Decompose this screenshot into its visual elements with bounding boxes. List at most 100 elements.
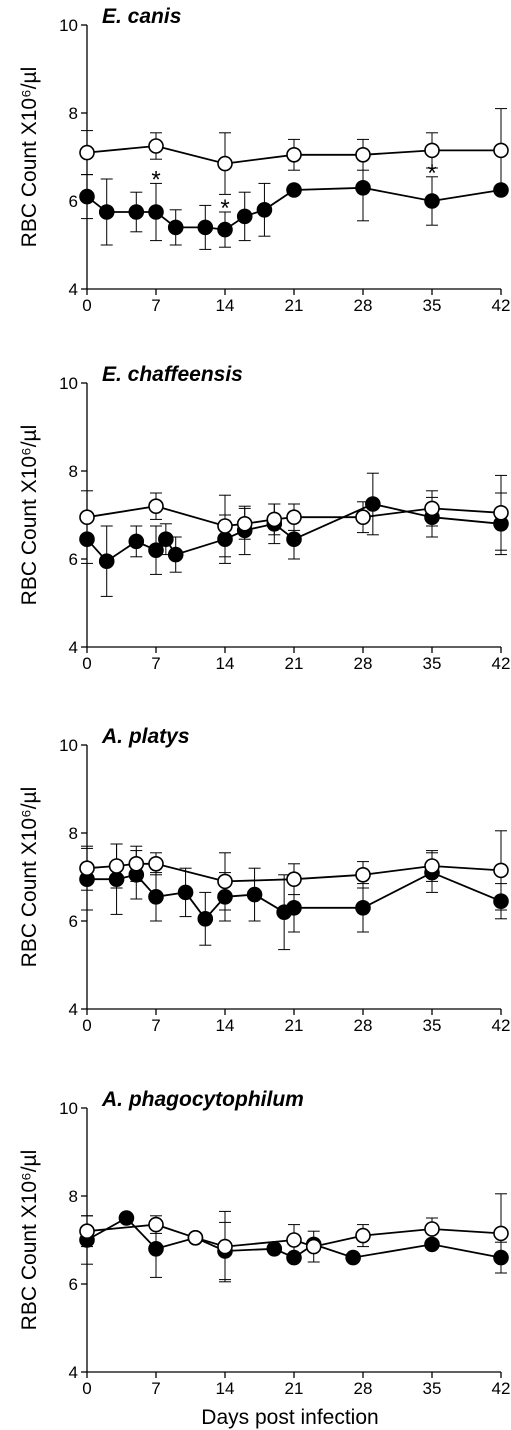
data-point [217, 155, 233, 172]
data-point [118, 1210, 135, 1226]
panel-2: E. chaffeensis 4 6 8 10 0 7 14 21 28 35 42 RBC Count… [18, 363, 510, 673]
y-tick-label: 6 [69, 912, 78, 931]
data-point [128, 204, 145, 220]
data-point [493, 1225, 509, 1242]
x-tick-label: 28 [354, 654, 373, 673]
y-tick-label: 4 [69, 280, 78, 299]
x-tick-label: 7 [151, 654, 160, 673]
y-axis-label: RBC Count X10⁶/µl [18, 787, 41, 968]
data-point [286, 182, 302, 198]
data-point [365, 496, 381, 512]
significance-marker: * [427, 160, 436, 187]
data-point [108, 858, 125, 874]
data-point [355, 147, 371, 163]
data-point [217, 518, 233, 534]
series-open-circle [79, 1193, 509, 1283]
x-tick-label: 28 [354, 1016, 373, 1035]
x-tick-label: 0 [82, 1379, 91, 1398]
data-point [167, 546, 184, 563]
data-point [424, 500, 440, 517]
data-point [493, 862, 509, 879]
panel-3: A. platys 4 6 8 10 0 7 14 21 28 35 42 RBC Count X10⁶… [18, 725, 510, 1035]
data-point [167, 219, 184, 236]
x-tick-label: 0 [82, 296, 91, 315]
data-point [148, 1216, 164, 1233]
data-point [236, 208, 253, 225]
data-point [424, 142, 440, 159]
data-point [79, 144, 95, 161]
data-point [148, 498, 164, 515]
data-point [177, 884, 194, 901]
x-tick-label: 35 [423, 296, 442, 315]
data-point [266, 511, 283, 528]
data-point [217, 1238, 233, 1255]
series-filled-circle [79, 843, 509, 951]
x-tick-label: 14 [216, 1379, 235, 1398]
x-tick-label: 28 [354, 1379, 373, 1398]
y-tick-label: 8 [69, 1187, 78, 1206]
panel-title: E. chaffeensis [102, 363, 243, 386]
x-tick-label: 0 [82, 654, 91, 673]
y-tick-label: 4 [69, 638, 78, 657]
data-point [128, 533, 145, 550]
y-tick-label: 10 [59, 16, 78, 35]
x-tick-label: 42 [492, 296, 511, 315]
x-tick-label: 21 [285, 1016, 304, 1035]
data-point [148, 542, 164, 559]
series-filled-circle [79, 472, 509, 597]
y-tick-label: 8 [69, 824, 78, 843]
y-tick-label: 6 [69, 192, 78, 211]
x-tick-label: 28 [354, 296, 373, 315]
data-point [148, 1241, 164, 1257]
x-tick-label: 42 [492, 654, 511, 673]
x-tick-label: 35 [423, 1016, 442, 1035]
significance-marker: * [220, 195, 229, 222]
data-point [286, 1232, 302, 1248]
x-tick-label: 42 [492, 1016, 511, 1035]
data-point [148, 888, 164, 905]
x-tick-label: 21 [285, 1379, 304, 1398]
data-point [424, 1221, 440, 1237]
y-axis-label: RBC Count X10⁶/µl [18, 425, 41, 606]
x-tick-label: 14 [216, 296, 235, 315]
data-point [256, 202, 273, 218]
panel-4: A. phagocytophilum 4 6 8 10 0 7 14 21 28 35 42 RBC C… [18, 1088, 510, 1398]
y-tick-label: 10 [59, 1099, 78, 1118]
data-point [79, 860, 95, 877]
data-point [286, 871, 302, 888]
x-tick-label: 14 [216, 1016, 235, 1035]
series-open-circle [79, 474, 509, 558]
data-point [158, 531, 174, 548]
data-point [355, 1227, 371, 1244]
data-point [355, 180, 371, 196]
series-filled-circle [79, 154, 509, 250]
data-point [286, 509, 302, 526]
data-point [424, 193, 440, 209]
data-point [305, 1238, 322, 1255]
x-tick-label: 21 [285, 654, 304, 673]
panel-1: E. canis 4 6 8 10 0 7 14 21 28 35 42 RBC Count X10⁶/… [18, 5, 510, 315]
x-tick-label: 7 [151, 1016, 160, 1035]
x-tick-label: 42 [492, 1379, 511, 1398]
panel-title: A. platys [101, 725, 190, 748]
x-tick-label: 35 [423, 1379, 442, 1398]
data-point [236, 515, 253, 532]
x-tick-label: 35 [423, 654, 442, 673]
panel-title: E. canis [102, 5, 181, 28]
x-tick-label: 14 [216, 654, 235, 673]
y-tick-label: 6 [69, 550, 78, 569]
data-point [355, 509, 371, 526]
data-point [148, 855, 164, 872]
data-point [128, 855, 145, 872]
y-tick-label: 8 [69, 104, 78, 123]
significance-marker: * [151, 166, 160, 193]
data-point [493, 504, 509, 521]
x-tick-label: 7 [151, 296, 160, 315]
panels: E. canis 4 6 8 10 0 7 14 21 28 35 42 RBC Count X10⁶/… [18, 5, 510, 1398]
data-point [355, 866, 371, 883]
data-point [493, 142, 509, 159]
data-point [197, 910, 214, 927]
data-point [148, 204, 164, 220]
y-tick-label: 4 [69, 1000, 78, 1019]
